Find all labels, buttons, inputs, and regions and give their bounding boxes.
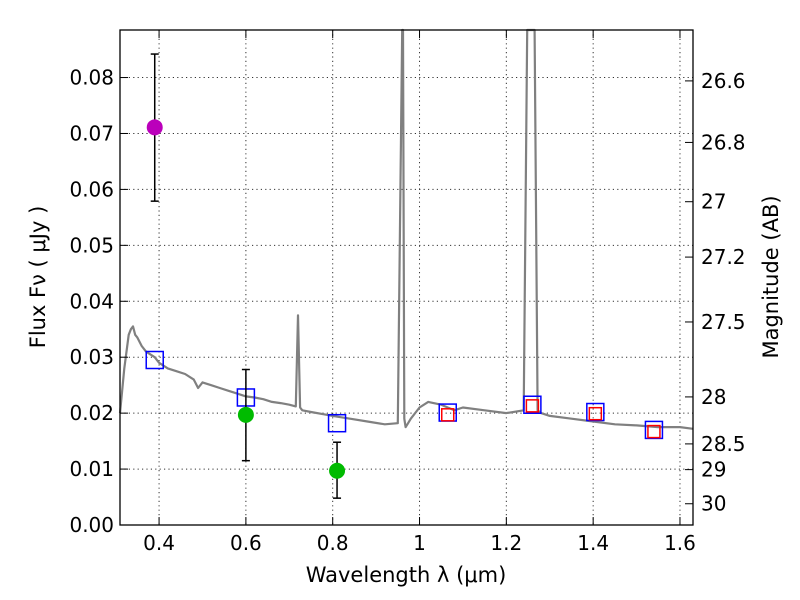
y-tick-label: 0.03 [69,345,114,369]
y-tick-label: 0.05 [69,233,114,257]
x-tick-label: 0.6 [230,531,262,555]
x-tick-label: 1.6 [664,531,696,555]
y-tick-label: 0.07 [69,121,114,145]
plot-frame [119,29,694,526]
model-photometry-marker [327,413,347,433]
x-tick-label: 1.2 [490,531,522,555]
model-photometry-marker [644,420,664,440]
data-point [329,462,346,479]
y-tick-label: 0.06 [69,177,114,201]
mag-tick-label: 28.5 [701,432,746,456]
y-tick-label: 0.04 [69,289,114,313]
x-tick-label: 1.4 [577,531,609,555]
y2-axis-label: Magnitude (AB) [759,195,783,358]
y-tick-label: 0.01 [69,457,114,481]
x-axis-label: Wavelength λ (μm) [306,563,507,587]
mag-tick-label: 27.2 [701,245,746,269]
spectrum-line [118,28,694,430]
mag-tick-label: 27 [701,190,726,214]
y-axis-label: Flux Fν ( μJy ) [26,206,50,349]
spectrum-layer [118,28,694,430]
grid-layer [120,30,693,526]
x-tick-label: 0.4 [143,531,175,555]
mag-tick-label: 28 [701,385,726,409]
y-tick-label: 0.00 [69,513,114,537]
data-point [237,406,254,423]
data-point [146,119,163,136]
ir-photometry-marker [440,408,455,422]
mag-tick-label: 29 [701,458,726,482]
tick-layer: 0.4 0.6 0.8 1 1.2 1.4 1.6 0.00 0.01 0.02 0.03 0.04 0… [69,30,746,555]
ir-photometry-marker [525,399,540,413]
model-photometry-marker [523,395,542,414]
mag-tick-label: 26.6 [701,69,746,93]
mag-tick-label: 30 [701,492,726,516]
mag-tick-label: 26.8 [701,130,746,154]
mag-tick-label: 27.5 [701,310,746,334]
x-tick-label: 1 [413,531,426,555]
marker-layer [145,53,664,499]
ir-photometry-marker [588,406,603,421]
x-tick-label: 0.8 [317,531,349,555]
ir-photometry-marker [647,424,661,439]
y-tick-label: 0.08 [69,66,114,90]
model-photometry-marker [145,350,164,370]
model-photometry-marker [586,402,605,422]
y-tick-label: 0.02 [69,401,114,425]
